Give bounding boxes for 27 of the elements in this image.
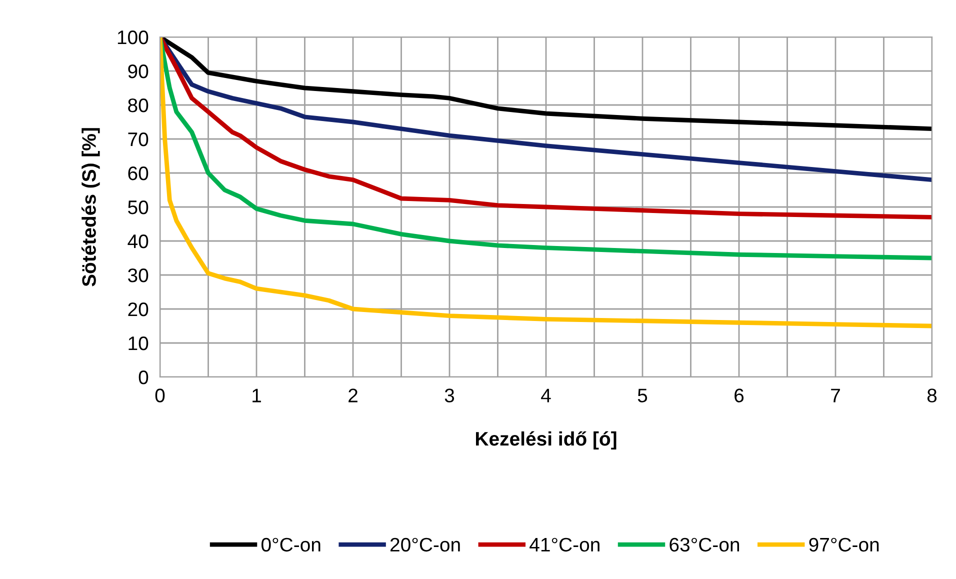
y-tick-label: 70 [128, 132, 148, 146]
legend-label: 63°C-on [670, 538, 740, 552]
y-tick-label: 0 [138, 370, 148, 384]
legend-label: 20°C-on [390, 538, 460, 552]
y-tick-label: 20 [128, 302, 148, 316]
x-tick-label: 6 [734, 388, 744, 402]
x-tick-label: 2 [348, 388, 358, 402]
y-tick-label: 40 [128, 234, 148, 248]
legend-label: 97°C-on [809, 538, 879, 552]
x-tick-label: 3 [444, 388, 454, 402]
legend-label: 0°C-on [262, 538, 320, 552]
y-tick-label: 90 [128, 64, 148, 78]
x-tick-label: 4 [541, 388, 551, 402]
y-tick-label: 60 [128, 166, 148, 180]
x-tick-label: 1 [252, 388, 261, 402]
y-axis-title: Sötétedés (S) [%] [81, 128, 100, 286]
y-tick-label: 80 [128, 98, 148, 112]
legend-label: 41°C-on [530, 538, 600, 552]
y-tick-label: 30 [128, 268, 148, 282]
x-axis-title: Kezelési idő [ó] [476, 431, 616, 450]
x-tick-label: 8 [927, 388, 937, 402]
y-tick-label: 10 [128, 336, 148, 350]
y-tick-label: 100 [118, 30, 148, 44]
x-tick-label: 0 [155, 388, 165, 402]
x-tick-label: 7 [831, 388, 840, 402]
x-tick-label: 5 [638, 388, 648, 402]
y-tick-label: 50 [128, 200, 148, 214]
